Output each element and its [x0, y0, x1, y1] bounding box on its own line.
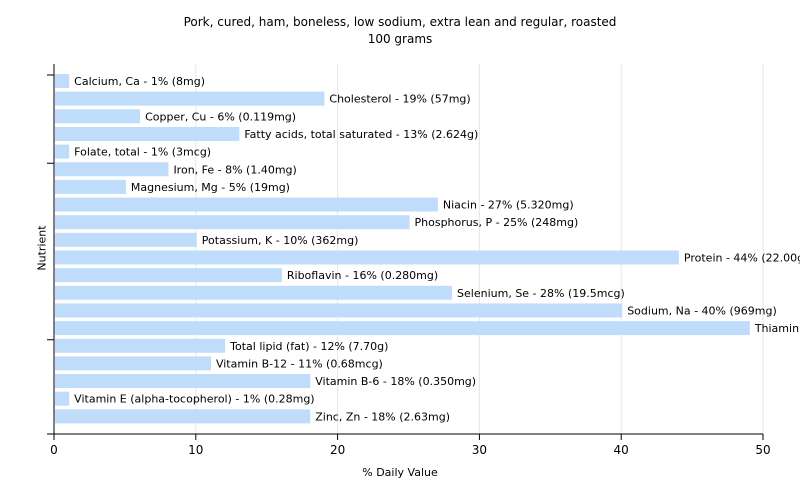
bar-1 — [55, 91, 325, 106]
bar-9 — [55, 232, 197, 247]
bar-14 — [55, 321, 750, 336]
bars: Calcium, Ca - 1% (8mg) Cholesterol - 19% … — [55, 74, 800, 424]
bar-5 — [55, 162, 169, 177]
bar-label-9: Potassium, K - 10% (362mg) — [202, 234, 359, 247]
bar-0 — [55, 74, 70, 88]
bar-10 — [55, 250, 679, 265]
bar-label-3: Fatty acids, total saturated - 13% (2.62… — [244, 128, 478, 141]
bar-label-15: Total lipid (fat) - 12% (7.70g) — [229, 340, 388, 353]
bar-15 — [55, 338, 226, 353]
bar-18 — [55, 391, 70, 406]
bar-label-4: Folate, total - 1% (3mcg) — [74, 146, 211, 159]
bar-3 — [55, 126, 240, 141]
bar-2 — [55, 109, 141, 124]
bar-8 — [55, 215, 410, 230]
bar-4 — [55, 144, 70, 159]
bar-13 — [55, 303, 623, 318]
bar-label-10: Protein - 44% (22.00g) — [684, 252, 800, 265]
bar-label-12: Selenium, Se - 28% (19.5mcg) — [457, 287, 625, 300]
bar-label-17: Vitamin B-6 - 18% (0.350mg) — [315, 375, 476, 388]
bar-label-8: Phosphorus, P - 25% (248mg) — [415, 216, 579, 229]
bar-label-2: Copper, Cu - 6% (0.119mg) — [145, 110, 296, 123]
bar-7 — [55, 197, 438, 212]
axes: 0 10 20 30 40 50 — [47, 64, 771, 457]
x-tick-label-40: 40 — [614, 443, 629, 457]
bar-17 — [55, 374, 311, 389]
x-tick-label-50: 50 — [755, 443, 770, 457]
bar-12 — [55, 285, 453, 300]
bar-label-18: Vitamin E (alpha-tocopherol) - 1% (0.28m… — [74, 393, 314, 406]
bar-label-13: Sodium, Na - 40% (969mg) — [627, 304, 777, 317]
x-tick-label-30: 30 — [472, 443, 487, 457]
bar-label-7: Niacin - 27% (5.320mg) — [443, 199, 574, 212]
bar-11 — [55, 268, 282, 283]
bar-label-0: Calcium, Ca - 1% (8mg) — [74, 75, 205, 88]
x-tick-label-20: 20 — [330, 443, 345, 457]
bar-label-6: Magnesium, Mg - 5% (19mg) — [131, 181, 290, 194]
y-axis-label: Nutrient — [35, 225, 49, 271]
bar-label-19: Zinc, Zn - 18% (2.63mg) — [315, 410, 450, 423]
bar-16 — [55, 356, 211, 371]
bar-label-16: Vitamin B-12 - 11% (0.68mcg) — [216, 357, 383, 370]
gridlines — [195, 64, 764, 434]
bar-label-5: Iron, Fe - 8% (1.40mg) — [173, 163, 296, 176]
x-tick-label-0: 0 — [50, 443, 58, 457]
bar-label-11: Riboflavin - 16% (0.280mg) — [287, 269, 438, 282]
chart-subtitle: 100 grams — [367, 32, 433, 46]
bar-19 — [55, 409, 311, 424]
x-axis-label: % Daily Value — [362, 466, 438, 479]
bar-label-1: Cholesterol - 19% (57mg) — [329, 93, 470, 106]
bar-label-14: Thiamin - 49% (0.740mg) — [754, 322, 800, 335]
x-tick-label-10: 10 — [188, 443, 203, 457]
chart-title: Pork, cured, ham, boneless, low sodium, … — [183, 15, 617, 29]
bar-6 — [55, 179, 126, 194]
